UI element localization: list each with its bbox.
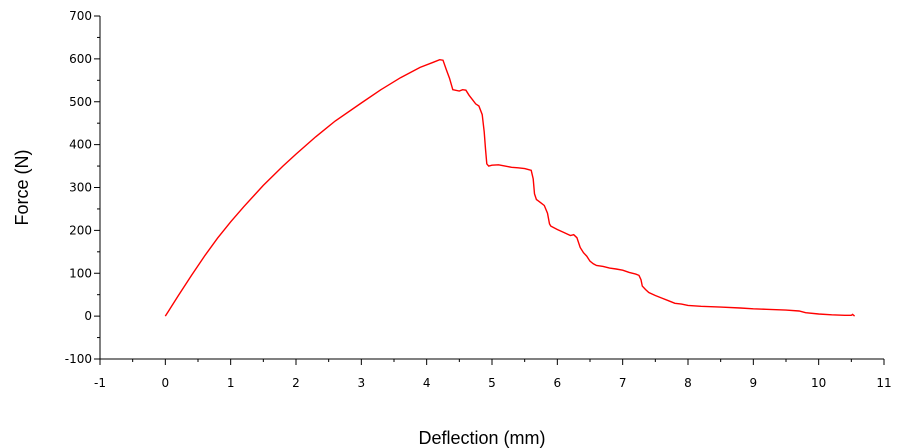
y-axis-title: Force (N) <box>12 150 32 226</box>
x-axis-ticks: -1 0 1 2 3 4 5 6 7 8 9 10 11 <box>94 359 892 390</box>
x-tick-label: -1 <box>94 376 106 390</box>
x-tick-label: 9 <box>750 376 758 390</box>
y-tick-label: 100 <box>69 266 92 280</box>
y-tick-label: 500 <box>69 95 92 109</box>
x-axis-title: Deflection (mm) <box>418 428 545 448</box>
x-tick-label: 1 <box>227 376 235 390</box>
y-tick-label: 300 <box>69 181 92 195</box>
y-tick-label: 400 <box>69 138 92 152</box>
x-tick-label: 2 <box>292 376 300 390</box>
y-axis-ticks: -100 0 100 200 300 400 500 600 700 <box>65 9 100 366</box>
x-tick-label: 11 <box>876 376 891 390</box>
y-tick-label: 700 <box>69 9 92 23</box>
y-tick-label: 600 <box>69 52 92 66</box>
x-tick-label: 3 <box>358 376 366 390</box>
y-tick-label: -100 <box>65 352 92 366</box>
x-tick-label: 5 <box>488 376 496 390</box>
x-tick-label: 8 <box>684 376 692 390</box>
x-tick-label: 0 <box>162 376 170 390</box>
force-deflection-line <box>164 58 856 317</box>
x-tick-label: 10 <box>811 376 826 390</box>
x-tick-label: 6 <box>554 376 562 390</box>
y-tick-label: 200 <box>69 223 92 237</box>
y-tick-label: 0 <box>84 309 92 323</box>
x-tick-label: 7 <box>619 376 627 390</box>
x-tick-label: 4 <box>423 376 431 390</box>
